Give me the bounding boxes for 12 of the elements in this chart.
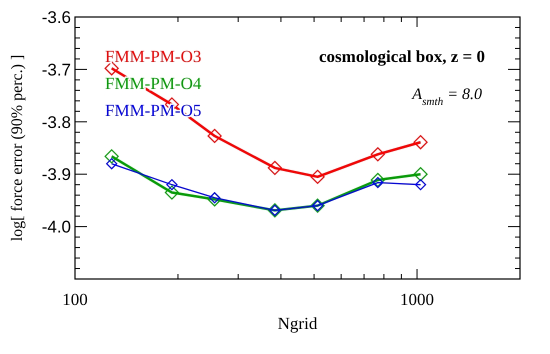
x-tick-label: 100 xyxy=(62,290,88,309)
series-label: FMM-PM-O3 xyxy=(105,47,202,66)
y-tick-label: -3.6 xyxy=(42,8,71,27)
y-axis-title: log[ force error (90% perc.) ] xyxy=(9,54,26,242)
y-tick-label: -4.0 xyxy=(42,218,71,237)
x-axis-title: Ngrid xyxy=(278,314,318,333)
x-tick-label: 1000 xyxy=(400,290,434,309)
y-tick-label: -3.9 xyxy=(42,165,71,184)
y-tick-label: -3.7 xyxy=(42,60,71,80)
y-tick-label: -3.8 xyxy=(42,112,71,132)
annotation: cosmological box, z = 0 xyxy=(319,47,485,66)
annotation: A$_{smth}$ = 8.0 xyxy=(411,86,482,108)
